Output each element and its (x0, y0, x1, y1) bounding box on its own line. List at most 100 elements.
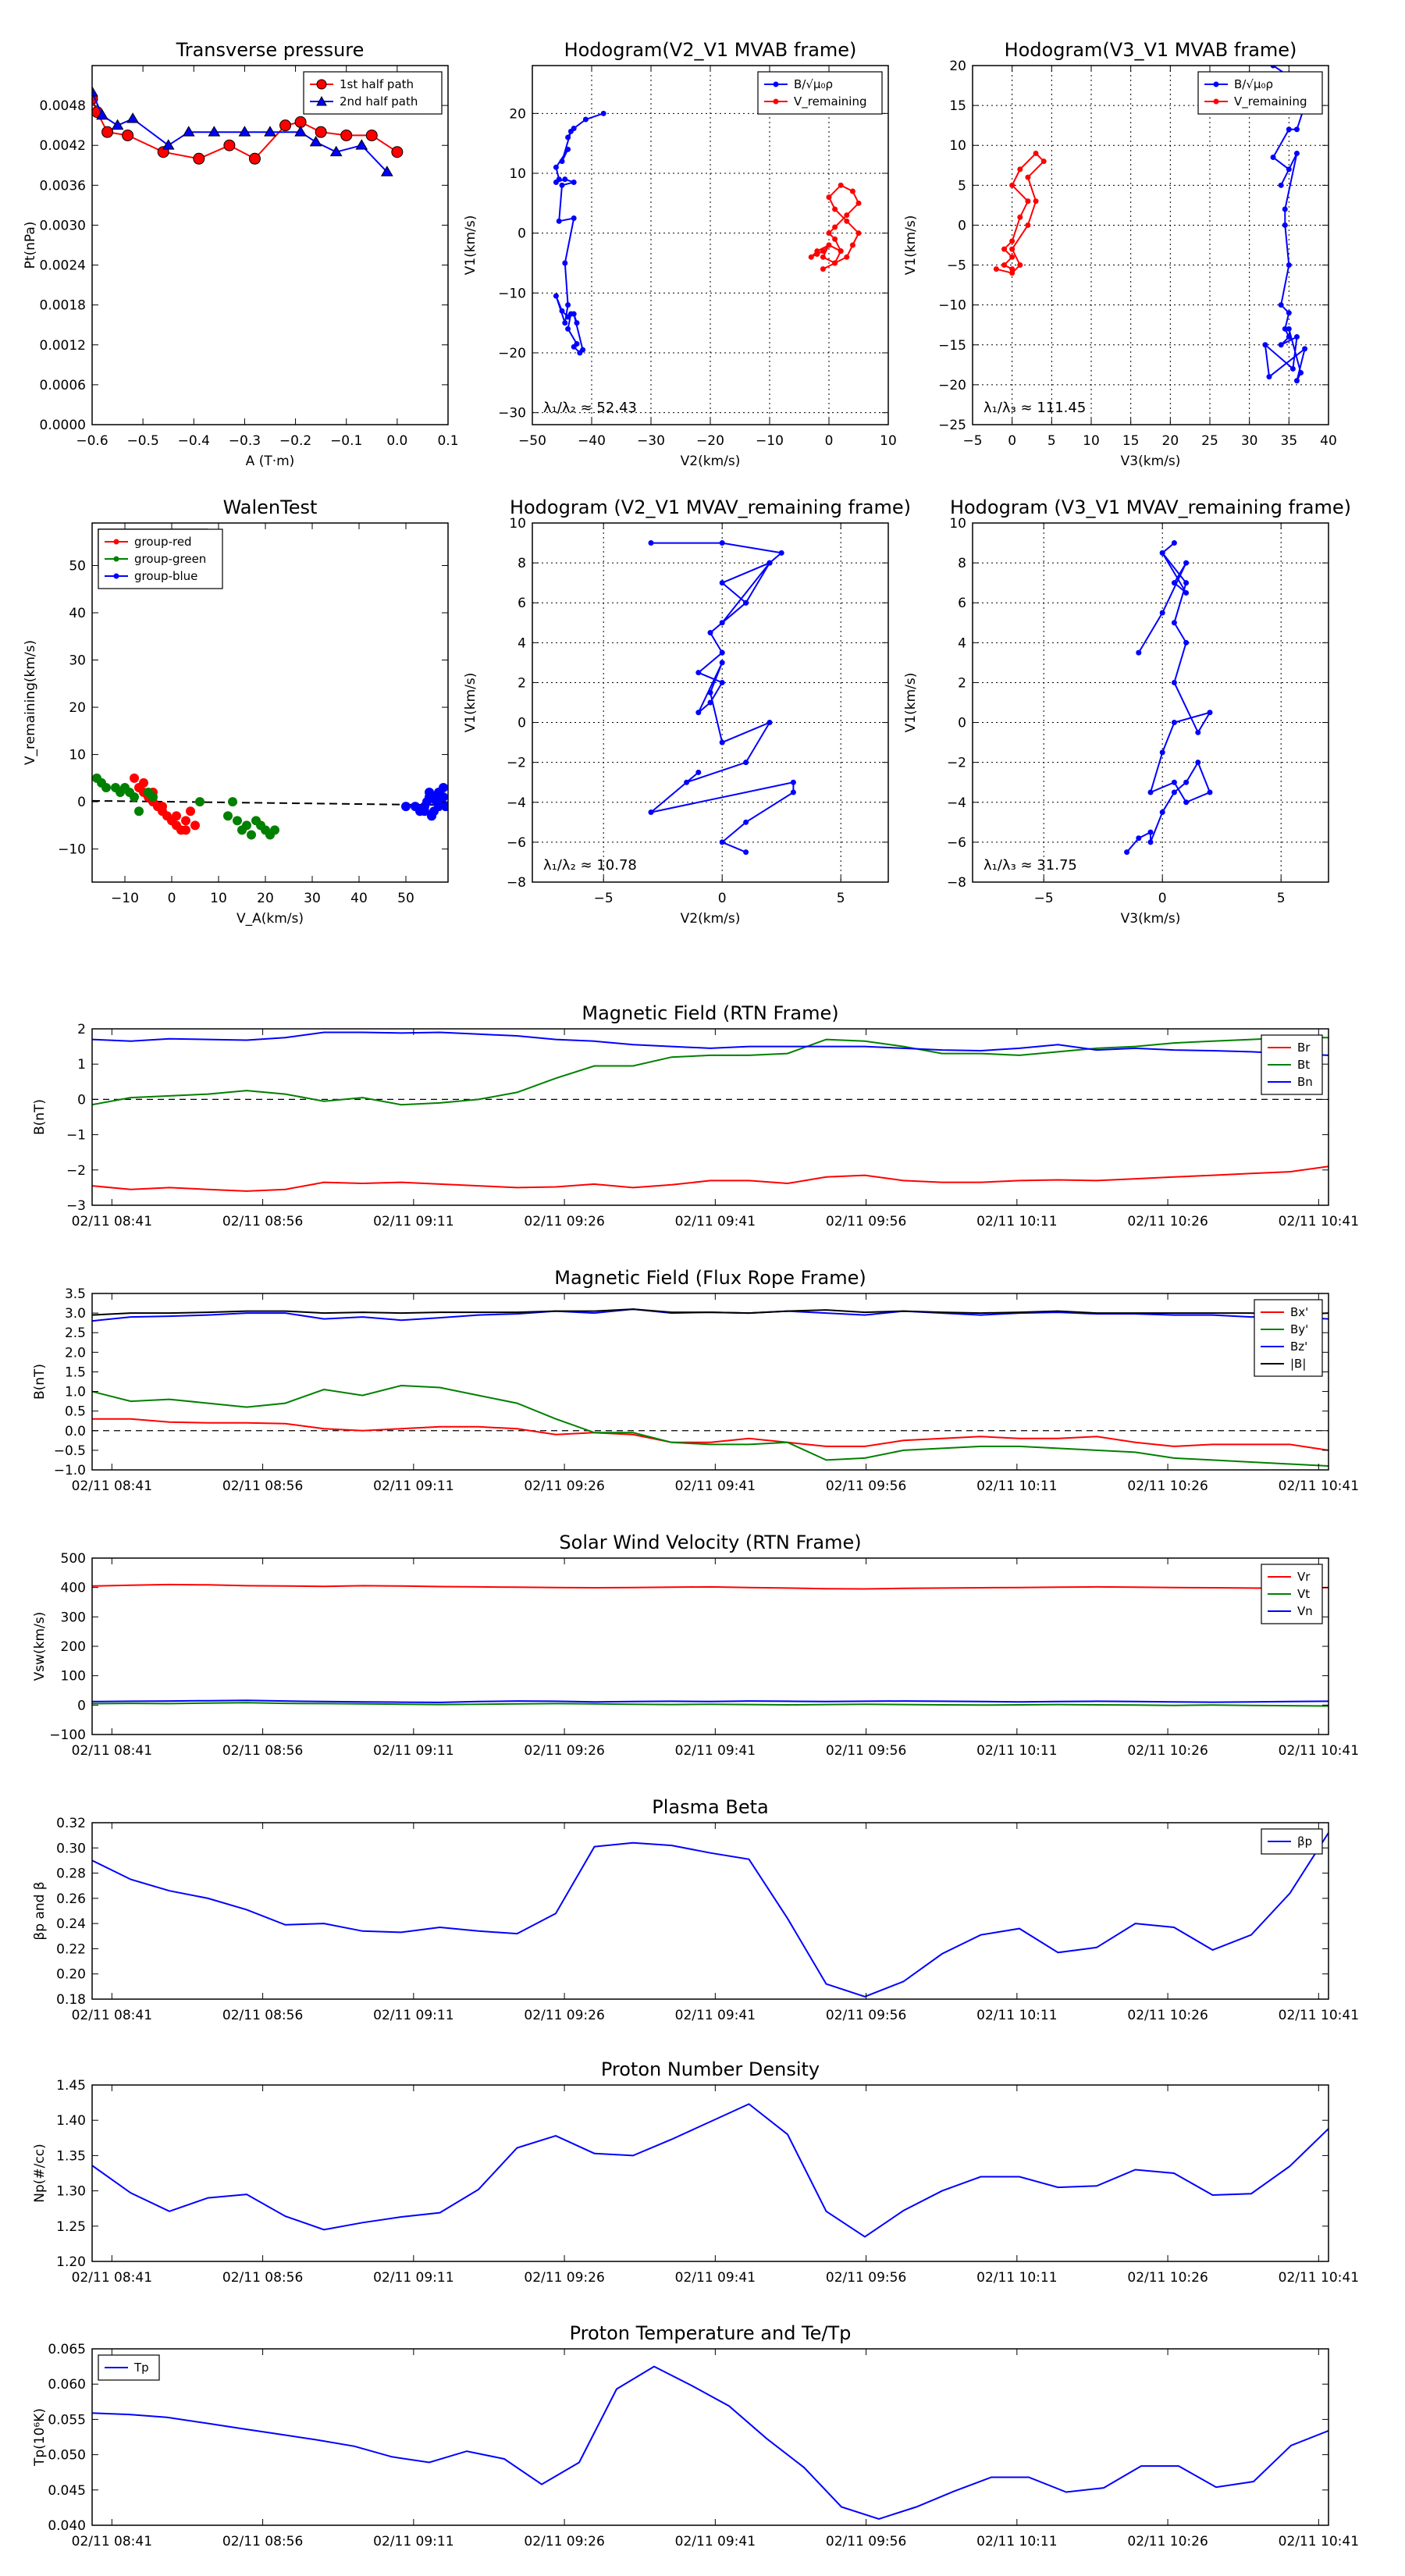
x-tick-label: 20 (1162, 433, 1179, 449)
legend-label: group-red (134, 535, 192, 549)
y-tick-label: 0.0030 (40, 218, 86, 233)
data-point (580, 347, 586, 353)
data-point (571, 215, 577, 221)
x-tick-label: 02/11 09:11 (373, 2534, 454, 2549)
data-point (1293, 378, 1300, 384)
data-point (208, 126, 221, 137)
data-point (808, 254, 814, 260)
y-tick-label: 500 (61, 1551, 86, 1567)
chart-title: Proton Number Density (601, 2058, 820, 2080)
y-tick-label: 0.0 (65, 1424, 86, 1439)
data-point (582, 116, 589, 123)
data-point (439, 782, 448, 792)
data-point (391, 146, 404, 158)
y-axis-label: V1(km/s) (903, 673, 919, 733)
fit-line (91, 799, 449, 806)
x-tick-label: 02/11 10:41 (1279, 2008, 1359, 2023)
data-point (574, 320, 580, 326)
data-point (1195, 729, 1201, 735)
data-point (247, 830, 256, 840)
panel-hodo2: −25 −20 −15 −10 −5 0 5 10 15 20 −5 0 5 10 15 20 25 30 35 40… (903, 39, 1337, 469)
data-point (826, 242, 832, 248)
y-tick-label: 0.050 (48, 2448, 86, 2464)
series-group (92, 1308, 1329, 1467)
data-point (571, 343, 577, 350)
data-point (1147, 829, 1154, 835)
legend-marker (316, 79, 327, 90)
data-point (1183, 639, 1190, 646)
y-tick-label: 5 (958, 178, 966, 194)
x-tick-label: 02/11 10:26 (1127, 1214, 1208, 1229)
y-tick-label: 0 (958, 218, 966, 233)
data-point (648, 809, 654, 816)
data-point (1171, 540, 1177, 546)
data-point (559, 182, 565, 188)
data-point (1009, 246, 1016, 252)
y-axis-label: Vsw(km/s) (32, 1612, 48, 1681)
data-point (158, 802, 167, 812)
data-point (648, 540, 654, 546)
x-tick-label: 25 (1201, 433, 1218, 449)
axes-frame (91, 1293, 1329, 1471)
x-tick-label: 02/11 09:26 (524, 1478, 604, 1494)
y-tick-label: 400 (61, 1581, 86, 1596)
y-tick-label: −20 (498, 346, 526, 361)
data-point (719, 679, 725, 685)
data-point (849, 242, 855, 248)
data-point (429, 792, 439, 802)
x-tick-label: 02/11 08:56 (222, 2008, 303, 2023)
x-tick-label: 50 (397, 891, 414, 906)
data-point (92, 86, 98, 97)
data-point (1286, 166, 1292, 173)
y-tick-label: 0 (77, 1092, 86, 1108)
y-tick-label: 2.5 (65, 1325, 86, 1341)
x-tick-label: 40 (1320, 433, 1337, 449)
data-point (340, 129, 353, 141)
legend-label: Br (1297, 1041, 1311, 1055)
x-tick-label: 0 (718, 891, 727, 906)
data-point (365, 129, 378, 141)
x-tick-label: 02/11 09:11 (373, 2008, 454, 2023)
data-point (719, 660, 725, 666)
data-point (238, 126, 251, 137)
x-tick-label: 02/11 08:41 (72, 1478, 152, 1494)
y-tick-label: −20 (938, 378, 966, 393)
x-tick-label: −20 (696, 433, 724, 449)
x-tick-label: 02/11 10:26 (1127, 2270, 1208, 2286)
y-tick-label: 0.20 (56, 1967, 86, 1983)
data-point (855, 230, 862, 237)
data-point (820, 248, 826, 254)
x-tick-label: −5 (962, 433, 982, 449)
x-tick-label: 0 (1008, 433, 1016, 449)
y-axis-label: Pt(nPa) (23, 222, 38, 269)
data-point (1136, 649, 1142, 656)
x-tick-label: 02/11 09:56 (826, 1214, 906, 1229)
data-point (111, 119, 124, 130)
data-point (838, 182, 844, 188)
y-tick-label: 0.0000 (40, 418, 86, 433)
data-point (707, 699, 713, 706)
data-point (264, 126, 276, 137)
y-tick-label: −30 (498, 406, 526, 422)
data-point (1025, 174, 1031, 180)
y-tick-label: 2.0 (65, 1345, 86, 1361)
data-point (1001, 246, 1008, 252)
legend-label: Bt (1297, 1058, 1310, 1072)
legend-label: Vr (1297, 1570, 1311, 1584)
y-tick-label: −0.5 (54, 1443, 86, 1459)
y-tick-label: 0.24 (56, 1916, 86, 1932)
data-point (195, 797, 205, 807)
data-point (1124, 849, 1130, 856)
data-point (820, 266, 826, 272)
x-tick-label: 02/11 10:11 (976, 1743, 1057, 1759)
data-point (1286, 310, 1292, 316)
legend-label: Vt (1297, 1587, 1310, 1601)
axes-frame (91, 1822, 1329, 2000)
y-tick-label: −10 (938, 298, 966, 314)
data-point (139, 777, 148, 788)
x-tick-label: 02/11 08:41 (72, 1743, 152, 1759)
data-point (695, 710, 702, 716)
axes-frame (91, 2348, 1329, 2526)
x-tick-label: 02/11 09:56 (826, 1478, 906, 1494)
x-tick-label: 02/11 10:11 (976, 1214, 1057, 1229)
